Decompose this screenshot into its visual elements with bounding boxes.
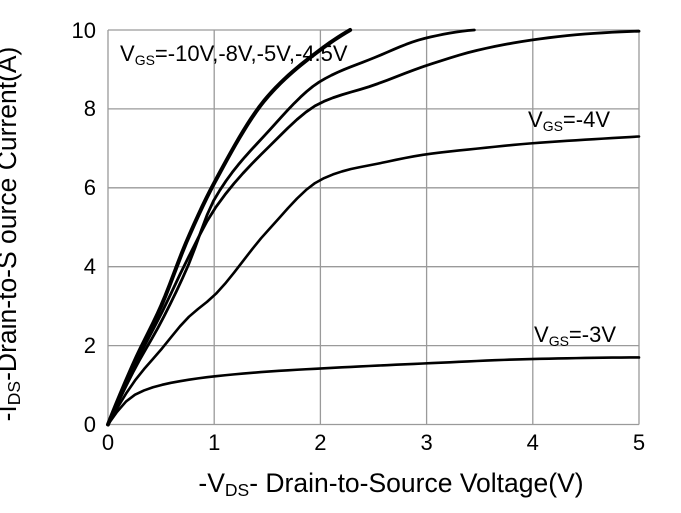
- svg-text:VGS=-10V,-8V,-5V,-4.5V: VGS=-10V,-8V,-5V,-4.5V: [120, 41, 348, 68]
- svg-text:VGS=-4V: VGS=-4V: [528, 107, 610, 134]
- svg-text:-VDS- Drain-to-Source Voltage(: -VDS- Drain-to-Source Voltage(V): [198, 468, 583, 500]
- svg-text:8: 8: [84, 96, 96, 121]
- svg-text:10: 10: [72, 18, 96, 43]
- svg-text:2: 2: [314, 430, 326, 455]
- svg-text:5: 5: [633, 430, 645, 455]
- svg-text:VGS=-3V: VGS=-3V: [534, 322, 616, 349]
- svg-text:1: 1: [208, 430, 220, 455]
- svg-text:4: 4: [84, 254, 96, 279]
- svg-text:3: 3: [420, 430, 432, 455]
- svg-text:6: 6: [84, 175, 96, 200]
- svg-text:2: 2: [84, 333, 96, 358]
- svg-text:0: 0: [102, 430, 114, 455]
- svg-text:-IDS-Drain-to-S ource Current(: -IDS-Drain-to-S ource Current(A): [0, 47, 24, 422]
- svg-text:0: 0: [84, 412, 96, 437]
- svg-text:4: 4: [527, 430, 539, 455]
